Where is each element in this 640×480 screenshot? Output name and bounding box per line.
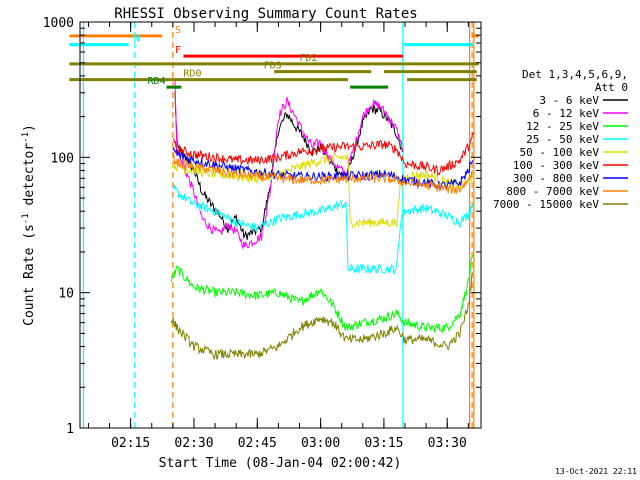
y-axis-label: Count Rate (s-1 detector-1) <box>21 124 37 326</box>
legend-label-7000-15000-kev: 7000 - 15000 keV <box>493 198 599 211</box>
flag-bars: S N F FD2 FD3 RD0 RD4 <box>69 25 479 89</box>
legend-label-25-50-kev: 25 - 50 keV <box>526 133 599 146</box>
x-tick-label-0230: 02:30 <box>174 436 213 451</box>
series-lines <box>170 79 475 361</box>
flag-label-rd4: RD4 <box>148 76 166 87</box>
flag-label-fd2: FD2 <box>299 53 317 64</box>
y-tick-label-1000: 1000 <box>43 16 74 31</box>
legend-label-800-7000-kev: 800 - 7000 keV <box>506 185 599 198</box>
legend-label-50-100-kev: 50 - 100 keV <box>520 146 600 159</box>
flag-label-n: N <box>134 34 140 45</box>
chart-title: RHESSI Observing Summary Count Rates <box>114 6 417 22</box>
x-tick-label-0215: 02:15 <box>111 436 150 451</box>
axes: 1 10 100 1000 02:15 02:30 02:45 03:00 03:15 03:30 <box>43 16 481 451</box>
series-line-7000-15000-kev <box>170 272 474 361</box>
x-axis-label: Start Time (08-Jan-04 02:00:42) <box>159 456 402 471</box>
x-tick-label-0330: 03:30 <box>428 436 467 451</box>
flag-label-fd3: FD3 <box>264 61 282 72</box>
legend-title-line-1: Det 1,3,4,5,6,9, <box>522 68 628 81</box>
series-line-100-300-kev <box>172 132 475 176</box>
y-tick-label-1: 1 <box>66 422 74 437</box>
x-tick-label-0300: 03:00 <box>301 436 340 451</box>
series-line-6-12-kev <box>174 79 404 250</box>
event-vertical-lines <box>82 22 475 428</box>
flag-label-rd0: RD0 <box>183 69 201 80</box>
legend-label-100-300-kev: 100 - 300 keV <box>513 159 599 172</box>
y-axis-label-sup2: -1 <box>21 132 31 143</box>
flag-label-f: F <box>175 45 181 56</box>
y-axis-label-main: Count Rate (s <box>22 224 37 326</box>
footer-timestamp: 13-Oct-2021 22:11 <box>555 467 637 476</box>
legend-title-line-2: Att 0 <box>595 81 628 94</box>
series-line-800-7000-kev <box>172 152 474 195</box>
y-tick-label-100: 100 <box>51 151 74 166</box>
legend-label-6-12-kev: 6 - 12 keV <box>533 107 600 120</box>
y-axis-label-end: ) <box>22 124 37 132</box>
legend-label-3-6-kev: 3 - 6 keV <box>539 94 599 107</box>
series-line-25-50-kev <box>172 182 474 276</box>
x-tick-label-0315: 03:15 <box>364 436 403 451</box>
y-tick-label-10: 10 <box>58 287 74 302</box>
plot-frame <box>79 21 482 429</box>
legend-label-12-25-kev: 12 - 25 keV <box>526 120 599 133</box>
y-axis-label-mid: detector <box>22 143 37 214</box>
y-axis-label-sup1: -1 <box>21 213 31 224</box>
x-tick-label-0245: 02:45 <box>238 436 277 451</box>
flag-label-s: S <box>175 25 181 36</box>
legend-label-300-800-kev: 300 - 800 keV <box>513 172 599 185</box>
series-line-12-25-kev <box>170 254 474 334</box>
